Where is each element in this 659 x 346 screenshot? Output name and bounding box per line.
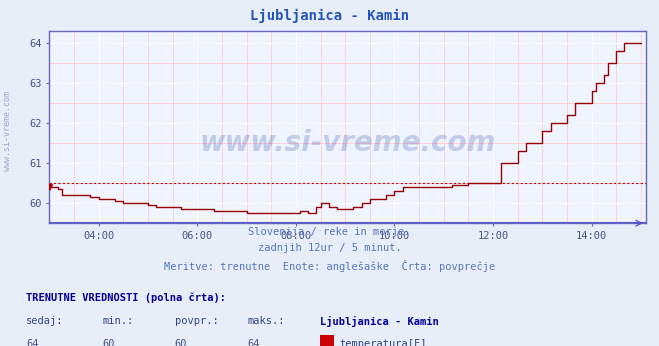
- Text: sedaj:: sedaj:: [26, 316, 64, 326]
- Text: 64: 64: [26, 339, 39, 346]
- Text: www.si-vreme.com: www.si-vreme.com: [200, 128, 496, 156]
- Text: 60: 60: [175, 339, 187, 346]
- Text: temperatura[F]: temperatura[F]: [339, 339, 427, 346]
- Text: povpr.:: povpr.:: [175, 316, 218, 326]
- Text: www.si-vreme.com: www.si-vreme.com: [3, 91, 13, 172]
- Text: 60: 60: [102, 339, 115, 346]
- Text: Ljubljanica - Kamin: Ljubljanica - Kamin: [320, 316, 438, 327]
- Text: Ljubljanica - Kamin: Ljubljanica - Kamin: [250, 9, 409, 23]
- Text: zadnjih 12ur / 5 minut.: zadnjih 12ur / 5 minut.: [258, 243, 401, 253]
- Text: maks.:: maks.:: [247, 316, 285, 326]
- Text: Slovenija / reke in morje.: Slovenija / reke in morje.: [248, 227, 411, 237]
- Text: Meritve: trenutne  Enote: anglešaške  Črta: povprečje: Meritve: trenutne Enote: anglešaške Črta…: [164, 260, 495, 272]
- Text: TRENUTNE VREDNOSTI (polna črta):: TRENUTNE VREDNOSTI (polna črta):: [26, 292, 226, 303]
- Text: min.:: min.:: [102, 316, 133, 326]
- Text: 64: 64: [247, 339, 260, 346]
